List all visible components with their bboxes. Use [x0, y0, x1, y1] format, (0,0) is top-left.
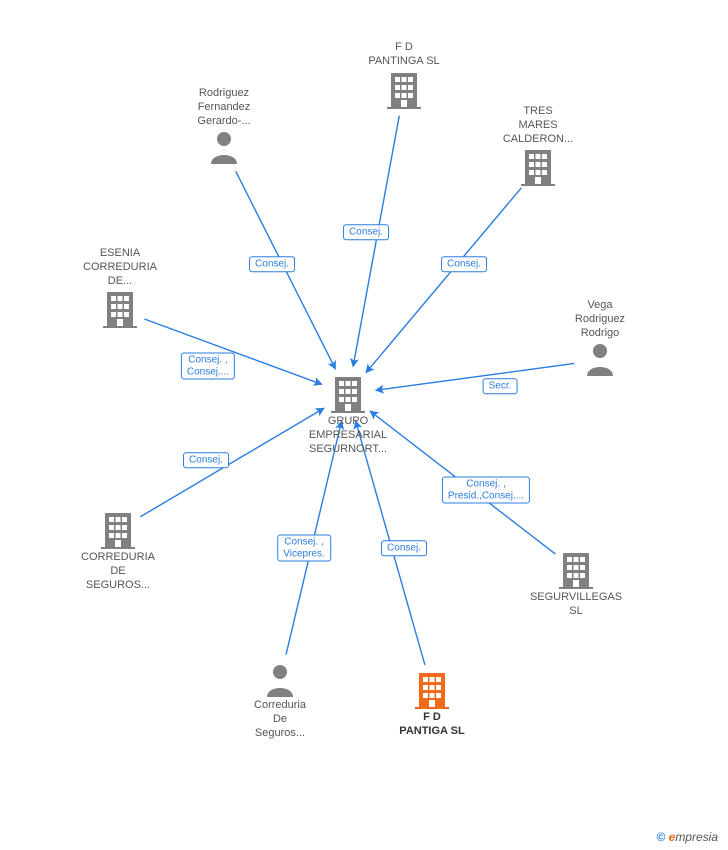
node-label: F D PANTINGA SL: [344, 41, 464, 69]
edge-label: Consej.: [183, 452, 229, 468]
node-segurvillegas[interactable]: SEGURVILLEGAS SL: [516, 551, 636, 619]
edge-label: Secr.: [483, 378, 518, 394]
edge-label: Consej.: [381, 540, 427, 556]
node-correduria_pers[interactable]: Correduria De Seguros...: [220, 663, 340, 740]
node-label: TRES MARES CALDERON...: [478, 105, 598, 146]
node-label: Vega Rodriguez Rodrigo: [540, 299, 660, 340]
edge-line: [353, 116, 399, 367]
node-rodriguez[interactable]: Rodriguez Fernandez Gerardo-...: [164, 87, 284, 166]
node-tresmares[interactable]: TRES MARES CALDERON...: [478, 105, 598, 188]
person-icon: [265, 663, 295, 697]
edge-label: Consej.: [441, 256, 487, 272]
node-label: F D PANTIGA SL: [372, 711, 492, 739]
edge-line: [366, 188, 521, 373]
node-label: Rodriguez Fernandez Gerardo-...: [164, 87, 284, 128]
node-label: GRUPO EMPRESARIAL SEGURNORT...: [288, 415, 408, 456]
building-icon: [559, 551, 593, 589]
building-icon: [387, 71, 421, 109]
brand: empresia: [669, 830, 718, 844]
node-center[interactable]: GRUPO EMPRESARIAL SEGURNORT...: [288, 375, 408, 456]
building-icon: [331, 375, 365, 413]
copyright-symbol: ©: [656, 830, 665, 844]
node-fd_pantinga[interactable]: F D PANTINGA SL: [344, 41, 464, 111]
node-correduria_seg[interactable]: CORREDURIA DE SEGUROS...: [58, 511, 178, 592]
person-icon: [209, 130, 239, 164]
edge-label: Consej. , Presid.,Consej....: [442, 477, 530, 504]
edge-label: Consej. , Vicepres.: [277, 535, 331, 562]
node-esenia[interactable]: ESENIA CORREDURIA DE...: [60, 247, 180, 330]
node-fd_pantiga[interactable]: F D PANTIGA SL: [372, 671, 492, 739]
node-label: ESENIA CORREDURIA DE...: [60, 247, 180, 288]
building-icon: [101, 511, 135, 549]
node-label: CORREDURIA DE SEGUROS...: [58, 551, 178, 592]
node-label: Correduria De Seguros...: [220, 699, 340, 740]
node-vega[interactable]: Vega Rodriguez Rodrigo: [540, 299, 660, 378]
building-icon: [103, 290, 137, 328]
footer: © empresia: [656, 830, 718, 844]
edge-label: Consej. , Consej....: [181, 353, 235, 380]
network-diagram: { "type": "network", "canvas": { "width"…: [0, 0, 728, 850]
node-label: SEGURVILLEGAS SL: [516, 591, 636, 619]
edge-label: Consej.: [343, 224, 389, 240]
building-icon: [415, 671, 449, 709]
person-icon: [585, 342, 615, 376]
edge-label: Consej.: [249, 256, 295, 272]
building-icon: [521, 148, 555, 186]
